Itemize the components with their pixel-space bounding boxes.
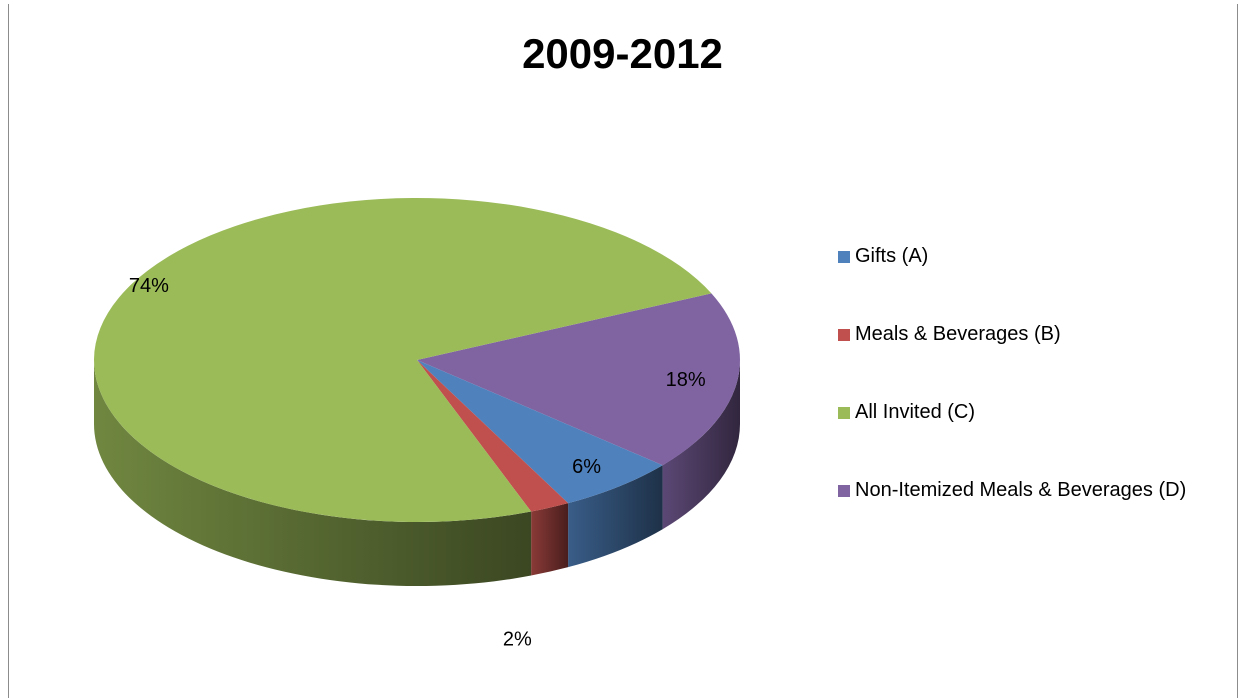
slice-side-gifts-a bbox=[568, 465, 663, 568]
chart-legend: Gifts (A) Meals & Beverages (B) All Invite… bbox=[838, 240, 1238, 552]
slice-non-itemized-meals-beverages-d bbox=[417, 293, 740, 466]
legend-swatch bbox=[838, 407, 850, 419]
slice-meals-beverages-b bbox=[417, 360, 569, 512]
data-label-non-itemized-meals-beverages-d: 18% bbox=[666, 369, 706, 391]
legend-swatch bbox=[838, 329, 850, 341]
legend-swatch bbox=[838, 485, 850, 497]
legend-item-all-invited-c: All Invited (C) bbox=[838, 396, 1238, 474]
data-label-all-invited-c: 74% bbox=[129, 275, 169, 297]
legend-label: Non-Itemized Meals & Beverages (D) bbox=[855, 479, 1187, 501]
slice-gifts-a bbox=[417, 360, 663, 504]
slice-side-all-invited-c bbox=[94, 360, 532, 586]
legend-label: All Invited (C) bbox=[855, 401, 976, 423]
chart-title: 2009-2012 bbox=[522, 30, 723, 77]
slice-all-invited-c bbox=[93, 198, 712, 523]
legend-label: Meals & Beverages (B) bbox=[855, 323, 1061, 345]
data-label-meals-beverages-b: 2% bbox=[503, 629, 532, 651]
slice-side-non-itemized-meals-beverages-d bbox=[662, 360, 740, 530]
legend-label: Gifts (A) bbox=[855, 245, 929, 267]
legend-item-gifts-a: Gifts (A) bbox=[838, 240, 1238, 318]
legend-item-non-itemized-meals-beverages-d: Non-Itemized Meals & Beverages (D) bbox=[838, 474, 1238, 552]
legend-item-meals-beverages-b: Meals & Beverages (B) bbox=[838, 318, 1238, 396]
slice-side-meals-beverages-b bbox=[531, 503, 569, 576]
data-label-gifts-a: 6% bbox=[572, 456, 601, 478]
legend-swatch bbox=[838, 251, 850, 263]
